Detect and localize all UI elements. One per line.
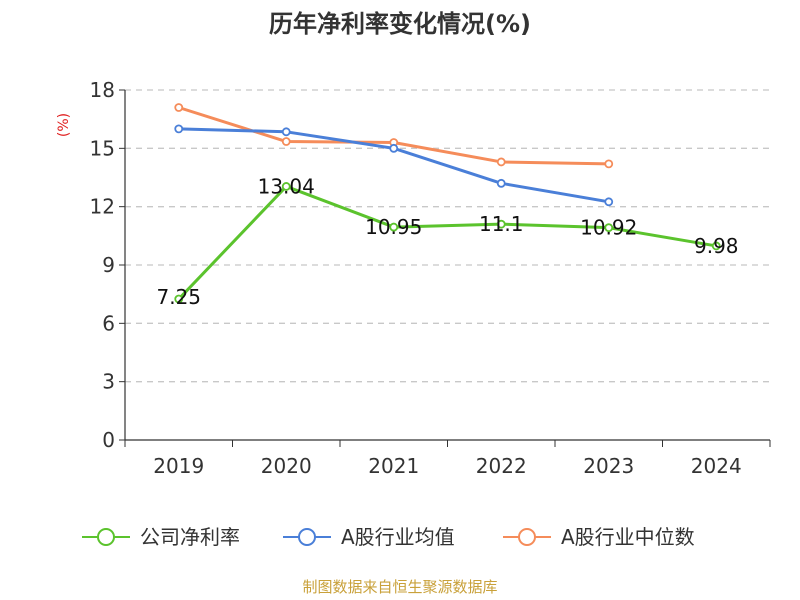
data-labels: 7.25 13.04 10.95 11.1 10.92 9.98	[156, 174, 738, 309]
source-note: 制图数据来自恒生聚源数据库	[302, 578, 497, 596]
series-line	[177, 184, 718, 301]
data-point	[496, 157, 506, 167]
y-tick-label: 0	[102, 428, 115, 452]
data-point	[281, 182, 291, 191]
y-tick-label: 9	[102, 253, 115, 277]
data-point	[604, 159, 614, 169]
y-tick-label: 3	[102, 370, 115, 394]
data-point	[389, 143, 399, 153]
series-group	[174, 103, 721, 304]
legend-label: 公司净利率	[140, 525, 240, 549]
data-point	[281, 127, 291, 137]
data-point	[174, 294, 184, 304]
data-point	[281, 137, 291, 146]
x-tick-label: 2022	[476, 454, 527, 478]
x-tick-label: 2024	[691, 454, 742, 478]
x-tick-label: 2019	[153, 454, 204, 478]
data-point	[496, 219, 506, 229]
y-tick-label: 15	[90, 136, 115, 160]
y-axis-unit: (%)	[56, 113, 72, 137]
data-label: 9.98	[694, 234, 739, 258]
x-tick-label: 2021	[368, 454, 419, 478]
chart-title: 历年净利率变化情况(%)	[269, 10, 531, 38]
data-point	[604, 197, 614, 207]
data-label: 11.1	[479, 212, 524, 236]
legend-label: A股行业均值	[341, 525, 455, 549]
x-tick-label: 2020	[261, 454, 312, 478]
y-tick-label: 12	[90, 195, 115, 219]
data-label: 10.95	[365, 215, 422, 239]
y-axis-ticks: 0 3 6 9 12 15 18	[90, 78, 125, 452]
y-tick-label: 18	[90, 78, 115, 102]
data-label: 7.25	[156, 285, 201, 309]
data-point	[496, 178, 506, 188]
data-point	[174, 124, 184, 134]
legend-marker	[298, 528, 316, 546]
legend-marker	[97, 528, 115, 546]
data-point	[389, 222, 399, 232]
grid-lines	[125, 89, 770, 383]
y-tick-label: 6	[102, 311, 115, 335]
data-point	[174, 103, 184, 112]
legend-label: A股行业中位数	[561, 525, 695, 549]
x-axis-ticks: 2019 2020 2021 2022 2023 2024	[124, 440, 771, 478]
legend: 公司净利率 A股行业均值 A股行业中位数	[82, 525, 695, 549]
legend-marker	[518, 528, 536, 546]
data-point	[604, 223, 614, 233]
x-tick-label: 2023	[583, 454, 634, 478]
data-label: 13.04	[258, 174, 315, 198]
data-label: 10.92	[580, 216, 637, 240]
series-line	[177, 106, 611, 166]
data-point	[711, 241, 721, 251]
